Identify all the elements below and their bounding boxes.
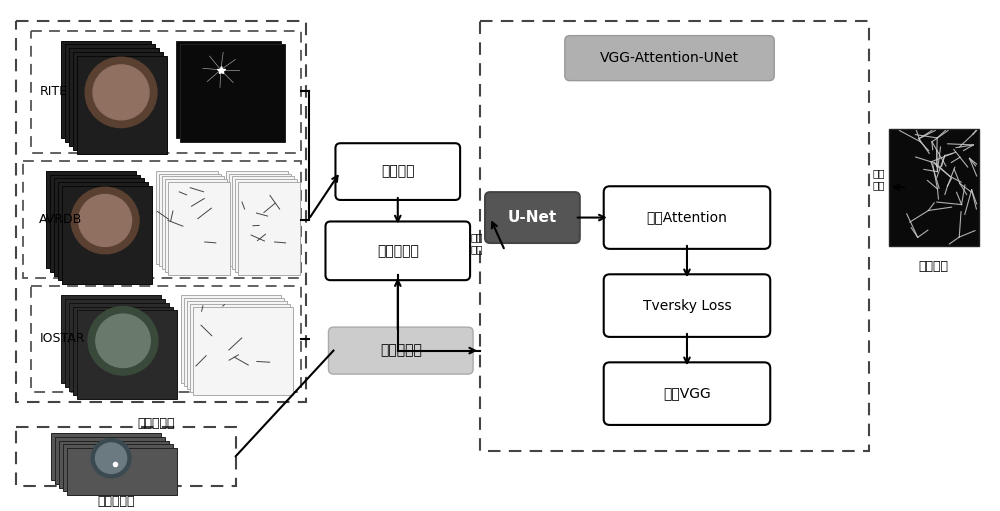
FancyBboxPatch shape: [325, 221, 470, 280]
Text: 模型
训练: 模型 训练: [470, 232, 483, 254]
Bar: [69, 303, 169, 391]
Bar: [61, 295, 161, 383]
Text: 统一标签: 统一标签: [381, 165, 415, 178]
Bar: [51, 433, 161, 480]
Bar: [193, 307, 293, 394]
Bar: [190, 304, 290, 391]
Bar: [165, 179, 227, 272]
Bar: [235, 179, 297, 272]
Bar: [238, 182, 300, 275]
FancyBboxPatch shape: [604, 187, 770, 249]
Bar: [65, 299, 165, 387]
FancyBboxPatch shape: [485, 192, 580, 243]
Bar: [67, 449, 177, 495]
Circle shape: [96, 443, 127, 474]
Bar: [159, 174, 221, 266]
Text: 模型
测试: 模型 测试: [873, 168, 885, 191]
Bar: [226, 171, 288, 264]
FancyBboxPatch shape: [604, 274, 770, 337]
FancyBboxPatch shape: [565, 36, 774, 81]
Bar: [480, 21, 869, 451]
FancyBboxPatch shape: [604, 362, 770, 425]
Circle shape: [88, 307, 158, 375]
Bar: [73, 307, 173, 394]
FancyBboxPatch shape: [328, 327, 473, 374]
Bar: [156, 171, 218, 264]
Bar: [229, 174, 291, 266]
Bar: [180, 44, 285, 142]
Bar: [23, 161, 301, 278]
Bar: [184, 298, 284, 386]
Bar: [46, 171, 136, 268]
Bar: [62, 187, 152, 284]
Text: 融合Attention: 融合Attention: [647, 211, 727, 224]
Bar: [61, 40, 151, 138]
Bar: [58, 182, 148, 280]
Text: RITE: RITE: [39, 85, 67, 98]
Bar: [50, 175, 140, 272]
Text: VGG-Attention-UNet: VGG-Attention-UNet: [600, 51, 739, 65]
Text: 有标签数据: 有标签数据: [137, 417, 175, 430]
Text: 图片预处理: 图片预处理: [377, 244, 419, 258]
Circle shape: [85, 57, 157, 128]
Circle shape: [79, 195, 132, 246]
Text: 分割结果: 分割结果: [919, 260, 949, 273]
Bar: [69, 49, 159, 146]
Text: AVRDB: AVRDB: [39, 213, 83, 226]
Bar: [55, 437, 165, 483]
Circle shape: [71, 187, 139, 254]
Text: 无标签数据: 无标签数据: [97, 495, 135, 508]
Bar: [63, 445, 173, 492]
Bar: [162, 176, 224, 269]
Text: 半监督学习: 半监督学习: [380, 343, 422, 358]
Bar: [168, 182, 230, 275]
FancyBboxPatch shape: [335, 143, 460, 200]
Bar: [31, 286, 301, 391]
Text: Tversky Loss: Tversky Loss: [643, 298, 731, 313]
Bar: [65, 44, 155, 142]
Bar: [77, 56, 167, 154]
Bar: [54, 178, 144, 276]
Text: IOSTAR: IOSTAR: [39, 332, 85, 345]
Bar: [73, 52, 163, 150]
Circle shape: [96, 314, 150, 367]
Text: 融合VGG: 融合VGG: [663, 387, 711, 401]
Bar: [16, 21, 306, 403]
Circle shape: [91, 438, 131, 478]
Bar: [889, 129, 979, 246]
Bar: [59, 440, 169, 487]
Bar: [176, 40, 281, 138]
Bar: [31, 31, 301, 153]
Bar: [16, 427, 236, 485]
Text: U-Net: U-Net: [508, 210, 557, 225]
Bar: [232, 176, 294, 269]
Bar: [187, 300, 287, 389]
Bar: [181, 295, 281, 383]
Bar: [77, 311, 177, 399]
Circle shape: [93, 65, 149, 120]
